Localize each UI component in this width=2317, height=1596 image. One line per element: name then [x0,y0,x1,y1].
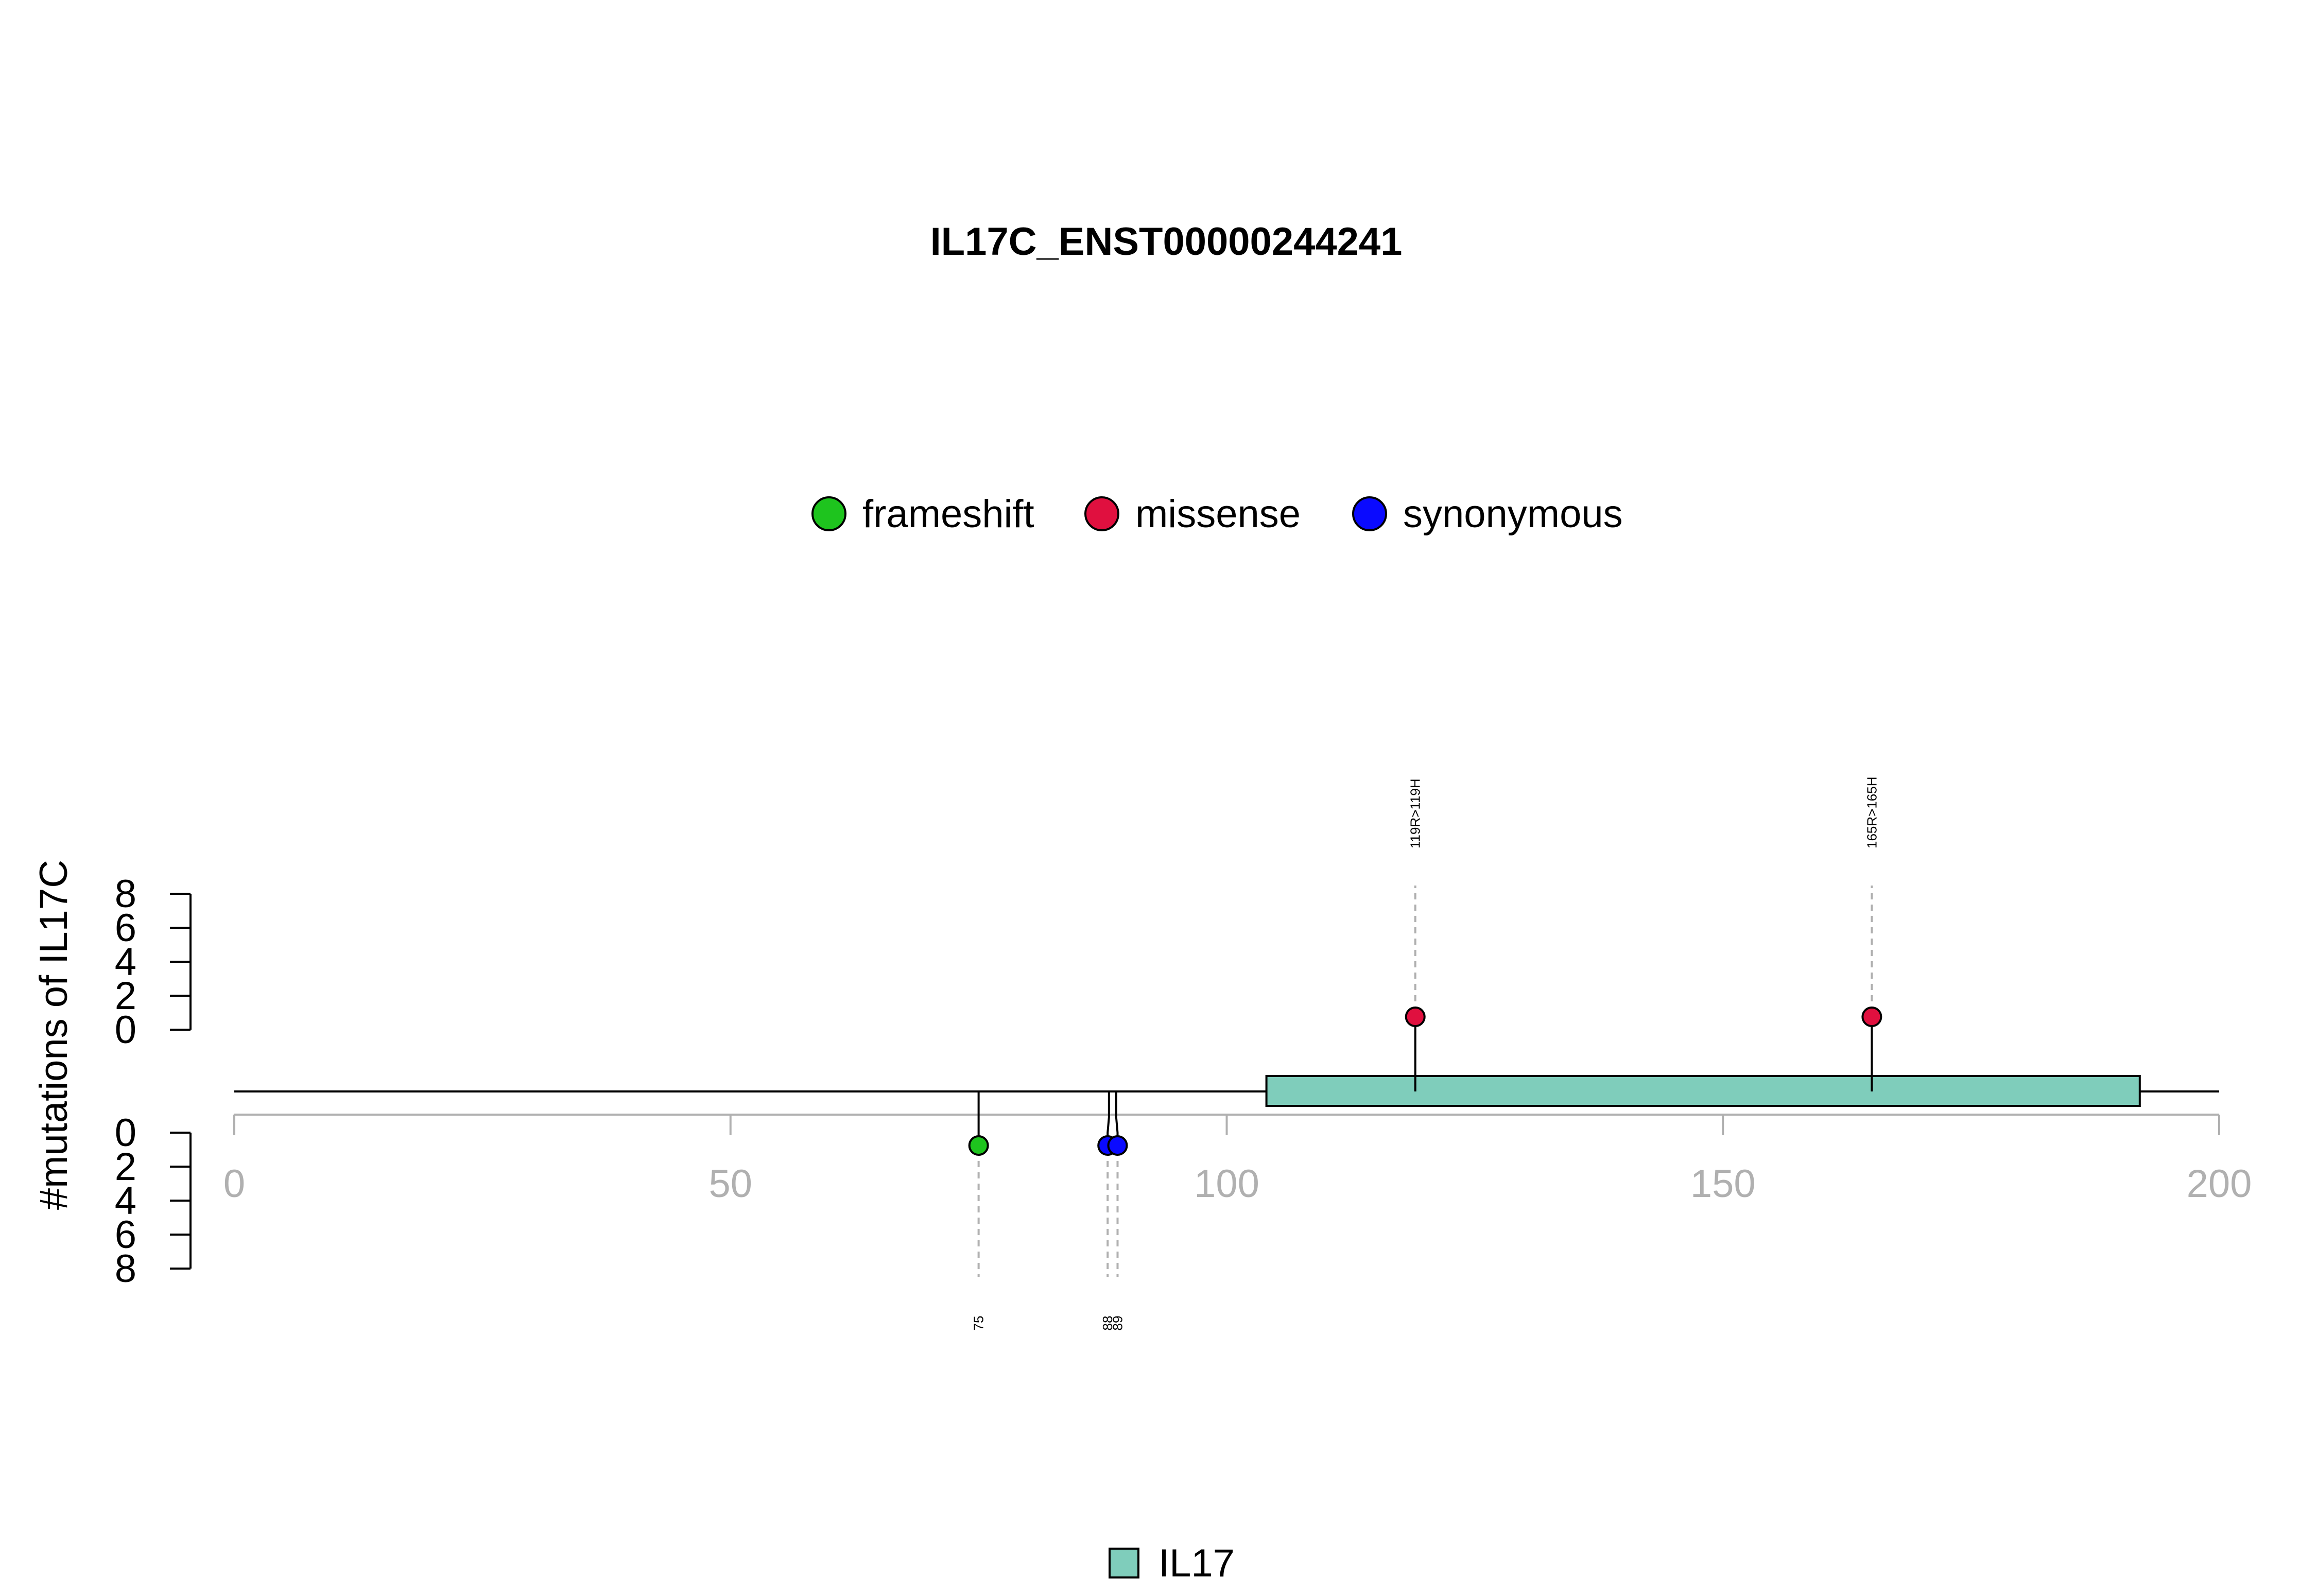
y-tick-label-top: 6 [115,906,136,950]
x-tick-label: 150 [1690,1162,1756,1206]
chart-title: IL17C_ENST00000244241 [930,220,1403,264]
legend-label-synonymous: synonymous [1403,492,1623,536]
y-tick-label-top: 8 [115,872,136,916]
y-tick-label-bottom: 4 [115,1179,136,1223]
lollipop-head [1405,1007,1426,1027]
mutation-label: 88 [1100,1316,1115,1331]
x-tick-label: 50 [708,1162,752,1206]
mutation-type-legend: frameshift missense synonymous [811,492,1623,536]
domain-legend-swatch [1109,1548,1139,1578]
x-tick-label: 200 [2187,1162,2252,1206]
y-tick-label-top: 2 [115,974,136,1018]
lollipop-75: 75 [968,1091,989,1331]
domain-boxes [1265,1075,2141,1107]
y-tick-label-bottom: 8 [115,1247,136,1291]
y-tick-label-top: 0 [115,1008,136,1052]
legend-label-frameshift: frameshift [862,492,1034,536]
lollipop-88: 88 [1097,1091,1118,1331]
domain-IL17 [1265,1075,2141,1107]
legend-marker-synonymous [1352,496,1387,531]
lollipop-head [968,1135,989,1156]
legend-label-missense: missense [1135,492,1301,536]
lollipop-119R>119H: 119R>119H [1405,778,1426,1091]
y-tick-label-top: 4 [115,940,136,984]
y-axis-label: #mutations of IL17C [32,860,76,1210]
legend-marker-frameshift [811,496,846,531]
lollipop-165R>165H: 165R>165H [1861,777,1882,1091]
x-axis: 0 50 100 150 200 [223,1114,2252,1206]
legend-marker-missense [1084,496,1119,531]
mutation-label: 165R>165H [1864,777,1879,849]
x-tick-label: 0 [223,1162,245,1206]
domain-legend-label: IL17 [1158,1541,1235,1585]
domain-legend: IL17 [1109,1541,1235,1585]
y-tick-label-bottom: 6 [115,1213,136,1257]
mutation-label: 119R>119H [1408,778,1423,848]
mutation-label: 75 [971,1316,987,1331]
x-tick-label: 100 [1194,1162,1259,1206]
lollipop-89: 89 [1107,1091,1128,1331]
y-tick-label-bottom: 0 [115,1111,136,1155]
lollipop-head [1107,1135,1128,1156]
y-tick-label-bottom: 2 [115,1145,136,1189]
lollipop-head [1861,1007,1882,1027]
mutation-label: 89 [1110,1316,1125,1331]
